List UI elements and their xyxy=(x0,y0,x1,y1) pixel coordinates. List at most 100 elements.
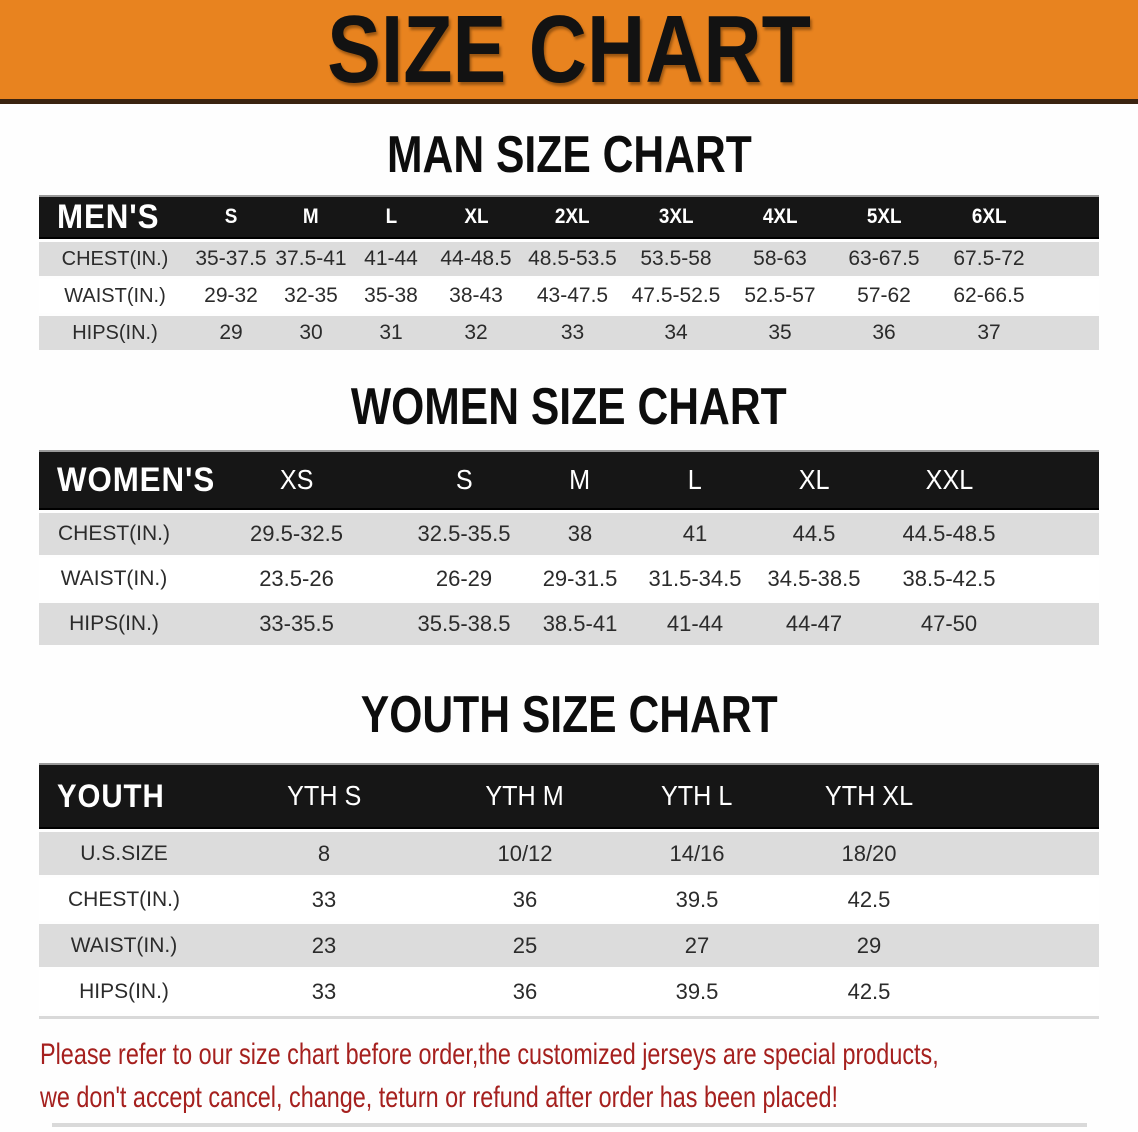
column-header-cell: S xyxy=(224,205,238,228)
corner-label: WOMEN'S xyxy=(57,460,216,499)
value-cell: 37.5-41 xyxy=(275,247,347,270)
corner-label: MEN'S xyxy=(57,197,160,236)
value-cell: 31.5-34.5 xyxy=(648,566,742,591)
value-cell: 38.5-42.5 xyxy=(902,566,996,591)
filler-cell xyxy=(955,970,1099,1013)
table-row: HIPS(IN.) 29 30 31 32 33 34 35 36 37 xyxy=(39,316,1099,350)
value-cell: 29 xyxy=(219,321,243,344)
value-cell: 44-48.5 xyxy=(440,247,512,270)
value-cell: 39.5 xyxy=(675,886,719,912)
value-cell: 52.5-57 xyxy=(744,284,816,307)
table-row: HIPS(IN.) 33-35.5 35.5-38.5 38.5-41 41-44 44-… xyxy=(39,603,1099,645)
value-cell: 58-63 xyxy=(753,247,807,270)
value-cell: 38.5-41 xyxy=(542,611,618,636)
table-row: WAIST(IN.) 23 25 27 29 xyxy=(39,924,1099,967)
row-label-cell: HIPS(IN.) xyxy=(79,979,169,1003)
value-cell: 62-66.5 xyxy=(953,284,1025,307)
table-row: WAIST(IN.) 29-32 32-35 35-38 38-43 43-47.5 47.… xyxy=(39,279,1099,313)
value-cell: 29 xyxy=(856,932,882,958)
value-cell: 23.5-26 xyxy=(259,566,334,591)
column-header-cell: 6XL xyxy=(971,205,1007,228)
value-cell: 47-50 xyxy=(920,611,978,636)
column-header-cell: XL xyxy=(463,205,489,228)
row-label-cell: CHEST(IN.) xyxy=(58,522,170,545)
header-row: WOMEN'S XS S M L XL XXL xyxy=(39,450,1099,510)
table-row: HIPS(IN.) 33 36 39.5 42.5 xyxy=(39,970,1099,1013)
column-header-cell: 3XL xyxy=(658,205,694,228)
filler-cell xyxy=(1042,279,1099,313)
value-cell: 35.5-38.5 xyxy=(417,611,511,636)
value-cell: 41-44 xyxy=(666,611,724,636)
filler-cell xyxy=(955,924,1099,967)
table-row: CHEST(IN.) 33 36 39.5 42.5 xyxy=(39,878,1099,921)
value-cell: 43-47.5 xyxy=(536,284,609,307)
column-header-cell: 4XL xyxy=(762,205,798,228)
value-cell: 39.5 xyxy=(675,978,719,1004)
row-label-cell: HIPS(IN.) xyxy=(72,321,158,344)
value-cell: 44.5 xyxy=(792,521,836,546)
value-cell: 34 xyxy=(664,321,688,344)
value-cell: 29-32 xyxy=(204,284,258,307)
column-header-cell: 2XL xyxy=(555,205,590,228)
value-cell: 32.5-35.5 xyxy=(417,521,511,546)
value-cell: 8 xyxy=(317,840,331,866)
value-cell: 18/20 xyxy=(841,840,897,866)
value-cell: 38-43 xyxy=(449,284,503,307)
value-cell: 35-38 xyxy=(364,284,418,307)
column-header-cell: XL xyxy=(798,464,830,495)
value-cell: 34.5-38.5 xyxy=(767,566,861,591)
column-header-cell: S xyxy=(455,464,473,495)
value-cell: 33-35.5 xyxy=(259,611,334,636)
value-cell: 47.5-52.5 xyxy=(631,284,721,307)
table-row: U.S.SIZE 8 10/12 14/16 18/20 xyxy=(39,832,1099,875)
value-cell: 23 xyxy=(311,932,337,958)
value-cell: 33 xyxy=(311,978,337,1004)
value-cell: 38 xyxy=(567,521,593,546)
filler-cell xyxy=(1042,197,1099,237)
column-header-cell: YTH S xyxy=(286,780,362,811)
men-size-table: MEN'S S M L XL 2XL 3XL 4XL 5XL 6XL CHEST(IN.) 35-37… xyxy=(39,195,1099,350)
row-label-cell: WAIST(IN.) xyxy=(60,567,168,590)
banner-bottom-edge xyxy=(0,99,1138,104)
filler-cell xyxy=(1024,603,1099,645)
banner-title: SIZE CHART xyxy=(327,0,811,103)
value-cell: 35 xyxy=(768,321,792,344)
value-cell: 26-29 xyxy=(435,566,493,591)
value-cell: 44-47 xyxy=(785,611,843,636)
row-label-cell: WAIST(IN.) xyxy=(64,284,166,307)
youth-section-heading: YOUTH SIZE CHART xyxy=(360,686,778,744)
value-cell: 25 xyxy=(512,932,538,958)
row-label-cell: HIPS(IN.) xyxy=(69,612,159,635)
header-row: MEN'S S M L XL 2XL 3XL 4XL 5XL 6XL xyxy=(39,195,1099,239)
value-cell: 29-31.5 xyxy=(542,566,618,591)
filler-cell xyxy=(1042,316,1099,350)
value-cell: 36 xyxy=(512,886,538,912)
column-header-cell: L xyxy=(687,464,703,495)
value-cell: 37 xyxy=(977,321,1001,344)
filler-cell xyxy=(1042,242,1099,276)
table-row: CHEST(IN.) 35-37.5 37.5-41 41-44 44-48.5 48.5… xyxy=(39,242,1099,276)
value-cell: 57-62 xyxy=(857,284,911,307)
column-header-cell: M xyxy=(303,205,319,228)
table-row: WAIST(IN.) 23.5-26 26-29 29-31.5 31.5-34.5 34… xyxy=(39,558,1099,600)
value-cell: 32 xyxy=(464,321,488,344)
value-cell: 27 xyxy=(684,932,710,958)
value-cell: 32-35 xyxy=(284,284,338,307)
column-header-cell: M xyxy=(569,464,591,495)
value-cell: 48.5-53.5 xyxy=(528,247,617,270)
men-section-heading: MAN SIZE CHART xyxy=(386,126,752,184)
filler-cell xyxy=(955,878,1099,921)
value-cell: 41-44 xyxy=(364,247,418,270)
value-cell: 10/12 xyxy=(497,840,553,866)
youth-size-table: YOUTH YTH S YTH M YTH L YTH XL U.S.SIZE 8 10/12… xyxy=(39,763,1099,1019)
filler-cell xyxy=(1024,452,1099,508)
value-cell: 33 xyxy=(311,886,337,912)
header-row: YOUTH YTH S YTH M YTH L YTH XL xyxy=(39,763,1099,829)
notice-line-2: we don't accept cancel, change, teturn o… xyxy=(40,1081,838,1114)
column-header-cell: XXL xyxy=(925,464,973,495)
value-cell: 36 xyxy=(872,321,896,344)
bottom-divider xyxy=(51,1123,1087,1127)
value-cell: 30 xyxy=(299,321,323,344)
filler-cell xyxy=(955,765,1099,827)
